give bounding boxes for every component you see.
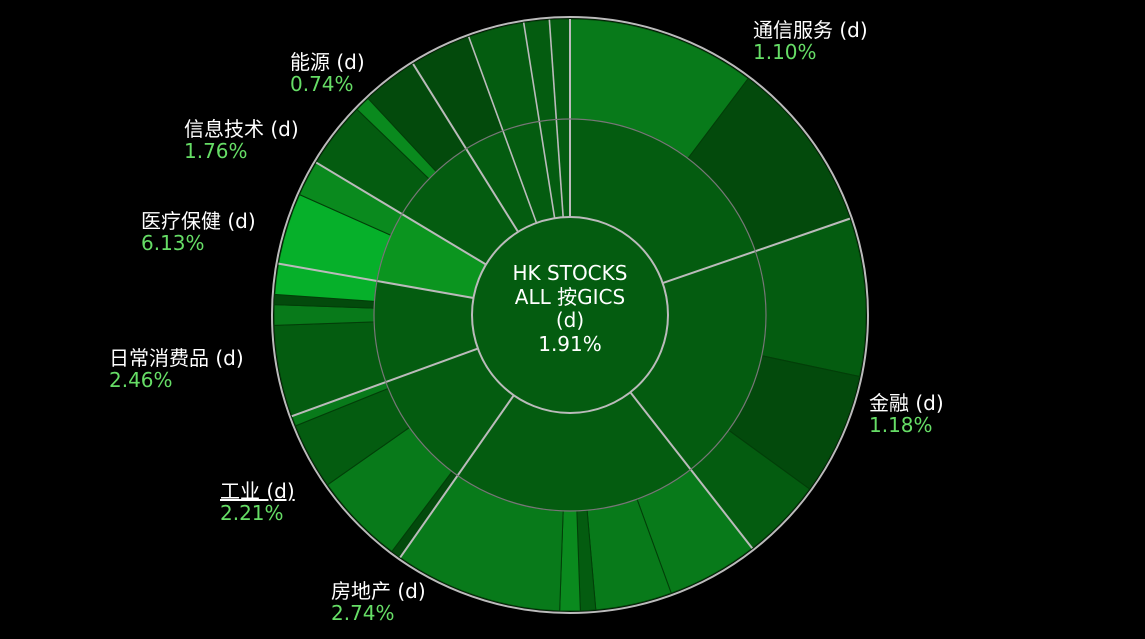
inner-ring-border xyxy=(373,118,767,512)
subsector-divider xyxy=(522,22,556,219)
sector-label-communication[interactable]: 通信服务 (d) 1.10% xyxy=(753,18,868,64)
sector-value: 2.74% xyxy=(331,600,395,625)
center-disc xyxy=(471,216,669,414)
center-title-line-3: (d) xyxy=(555,308,585,333)
sector-name: 工业 (d) xyxy=(220,479,295,503)
sector-divider xyxy=(291,347,479,418)
sector-divider xyxy=(278,262,474,299)
sector-value: 0.74% xyxy=(290,71,354,96)
sector-label-energy[interactable]: 能源 (d) 0.74% xyxy=(290,50,365,96)
sector-label-financials[interactable]: 金融 (d) 1.18% xyxy=(869,391,944,437)
subsector-divider xyxy=(468,36,538,224)
sector-divider xyxy=(412,63,519,233)
center-label[interactable]: HK STOCKS ALL 按GICS (d) 1.91% xyxy=(470,261,670,356)
sector-label-health-care[interactable]: 医疗保健 (d) 6.13% xyxy=(141,209,256,255)
sector-name: 日常消费品 (d) xyxy=(109,346,244,370)
sector-name: 医疗保健 (d) xyxy=(141,209,256,233)
center-title-line-1: HK STOCKS xyxy=(512,261,628,285)
center-value: 1.91% xyxy=(538,331,602,356)
sector-value: 1.18% xyxy=(869,412,933,437)
sector-divider xyxy=(662,217,851,285)
sector-name: 房地产 (d) xyxy=(331,579,426,603)
sector-label-consumer-staples[interactable]: 日常消费品 (d) 2.46% xyxy=(109,346,244,392)
sector-label-real-estate[interactable]: 房地产 (d) 2.74% xyxy=(331,579,426,625)
subsector-divider xyxy=(548,19,564,218)
sector-divider xyxy=(399,394,515,559)
sector-value: 2.46% xyxy=(109,367,173,392)
sector-value: 6.13% xyxy=(141,230,205,255)
center-title-line-2: ALL 按GICS xyxy=(514,284,626,309)
sector-value: 2.21% xyxy=(220,500,284,525)
sector-name: 能源 (d) xyxy=(290,50,365,74)
sector-name: 信息技术 (d) xyxy=(184,117,299,141)
outer-ring xyxy=(273,18,867,612)
outer-border xyxy=(271,16,869,614)
sector-name: 金融 (d) xyxy=(869,391,944,415)
sector-value: 1.10% xyxy=(753,39,817,64)
middle-ring xyxy=(373,118,767,512)
sector-divider xyxy=(315,161,487,266)
sector-name: 通信服务 (d) xyxy=(753,18,868,42)
sector-value: 1.76% xyxy=(184,138,248,163)
sector-divider xyxy=(629,391,754,549)
sector-label-information-technology[interactable]: 信息技术 (d) 1.76% xyxy=(184,117,299,163)
sector-label-industrials[interactable]: 工业 (d) 2.21% xyxy=(220,479,295,525)
sector-dividers xyxy=(278,19,851,559)
